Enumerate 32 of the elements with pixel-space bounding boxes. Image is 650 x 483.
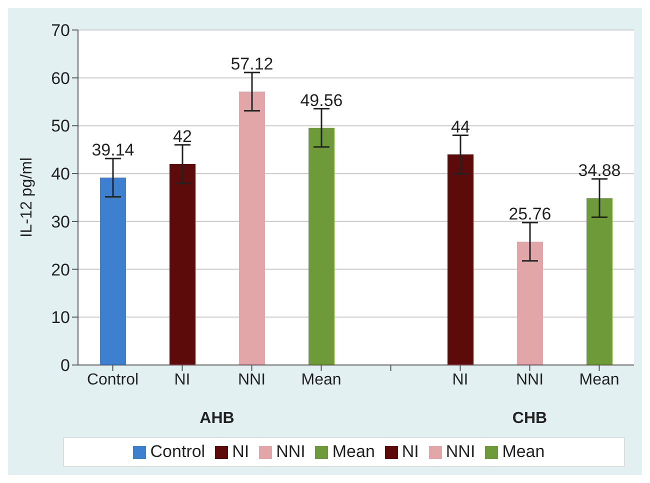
y-tick-label: 0 xyxy=(60,356,70,376)
data-label: 39.14 xyxy=(92,140,134,160)
y-tick-label: 40 xyxy=(51,164,70,184)
x-tick-label: Mean xyxy=(301,371,342,388)
y-axis-title: IL-12 pg/ml xyxy=(18,157,36,238)
x-tick-label: Control xyxy=(86,371,139,388)
data-label: 49.56 xyxy=(300,90,343,110)
data-label: 42 xyxy=(173,127,192,146)
data-label: 44 xyxy=(451,117,470,136)
x-tick-label: Mean xyxy=(579,371,620,388)
y-tick-label: 30 xyxy=(51,212,70,232)
legend-label: NNI xyxy=(446,442,476,461)
legend-label: Mean xyxy=(502,442,545,461)
x-tick-label: NNI xyxy=(238,371,266,388)
legend-label: Mean xyxy=(332,442,375,461)
text: AHB xyxy=(198,410,236,428)
data-label: 25.76 xyxy=(508,204,552,224)
x-tick-label: NI xyxy=(452,371,468,388)
y-tick-label: 50 xyxy=(51,116,70,136)
y-tick-label: 10 xyxy=(51,308,70,328)
legend-label: NI xyxy=(232,442,250,461)
data-label: 34.88 xyxy=(578,161,621,180)
y-tick-label: 70 xyxy=(51,21,70,40)
legend-label: NI xyxy=(402,442,419,461)
data-label: 57.12 xyxy=(230,54,274,74)
y-tick-label: 20 xyxy=(51,260,70,280)
legend-label: NNI xyxy=(276,442,306,461)
text: CHB xyxy=(511,410,548,428)
y-tick-label: 60 xyxy=(51,68,70,88)
legend-label: Control xyxy=(150,442,206,461)
x-tick-label: NNI xyxy=(516,371,544,388)
x-tick-label: NI xyxy=(174,371,190,388)
